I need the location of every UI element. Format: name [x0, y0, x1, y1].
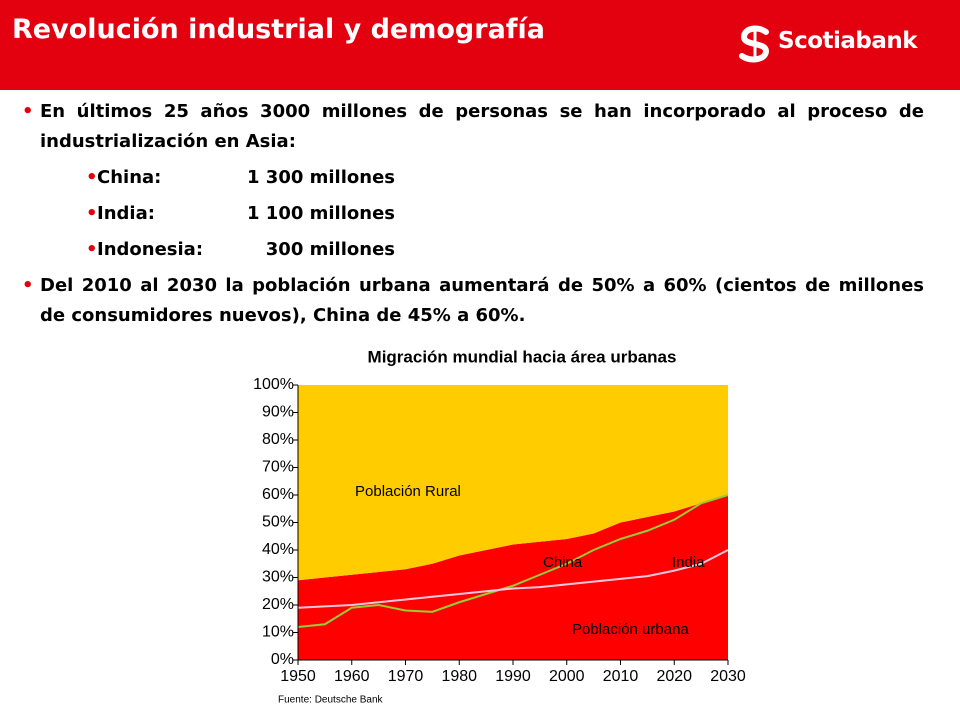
series-label: Población urbana: [572, 621, 689, 638]
y-tick-label: 100%: [253, 376, 294, 393]
x-tick-label: 1960: [334, 668, 370, 685]
bullet: Del 2010 al 2030 la población urbana aum…: [20, 271, 924, 331]
y-tick-label: 40%: [262, 541, 294, 558]
area: [298, 385, 728, 581]
x-tick-label: 2030: [710, 668, 746, 685]
logo-icon: [739, 25, 770, 63]
y-tick-label: 20%: [262, 596, 294, 613]
x-tick-label: 1990: [495, 668, 531, 685]
slide-title: Revolución industrial y demografía: [12, 14, 546, 45]
item-value: 1 100 millones: [247, 203, 395, 224]
source: Fuente: Deutsche Bank: [278, 695, 384, 706]
y-tick-label: 70%: [262, 459, 294, 476]
y-tick-label: 80%: [262, 431, 294, 448]
bullets: En últimos 25 años 3000 millones de pers…: [20, 97, 924, 331]
series-label: Población Rural: [355, 483, 461, 500]
item-name: China:: [97, 167, 162, 188]
item-value: 1 300 millones: [247, 167, 395, 188]
y-tick-label: 10%: [262, 624, 294, 641]
bullet-item: China: 1 300 millones: [20, 163, 924, 193]
area: [298, 495, 728, 660]
x-tick-label: 1970: [388, 668, 424, 685]
line: [297, 549, 729, 609]
header: Revolución industrial y demografía Scoti…: [0, 0, 960, 90]
item-value: 300 millones: [265, 239, 395, 260]
x-tick-label: 2020: [656, 668, 692, 685]
logo-text: Scotiabank: [778, 28, 918, 54]
item-name: India:: [97, 203, 155, 224]
series-label: China: [543, 554, 583, 571]
bullet: En últimos 25 años 3000 millones de pers…: [20, 97, 924, 157]
item-name: Indonesia:: [97, 239, 204, 260]
series-label: India: [672, 554, 705, 571]
x-tick-label: 2010: [603, 668, 639, 685]
y-tick-label: 30%: [262, 569, 294, 586]
y-tick-label: 90%: [262, 404, 294, 421]
bullet-item: India: 1 100 millones: [20, 199, 924, 229]
chart-title: Migración mundial hacia área urbanas: [368, 347, 677, 366]
x-tick-label: 1980: [441, 668, 477, 685]
y-tick-label: 60%: [262, 486, 294, 503]
x-tick-label: 2000: [549, 668, 585, 685]
line: [297, 494, 729, 628]
x-tick-label: 1950: [280, 668, 316, 685]
y-tick-label: 0%: [271, 651, 294, 668]
y-tick-label: 50%: [262, 514, 294, 531]
bullet-item: Indonesia: 300 millones: [20, 235, 924, 265]
